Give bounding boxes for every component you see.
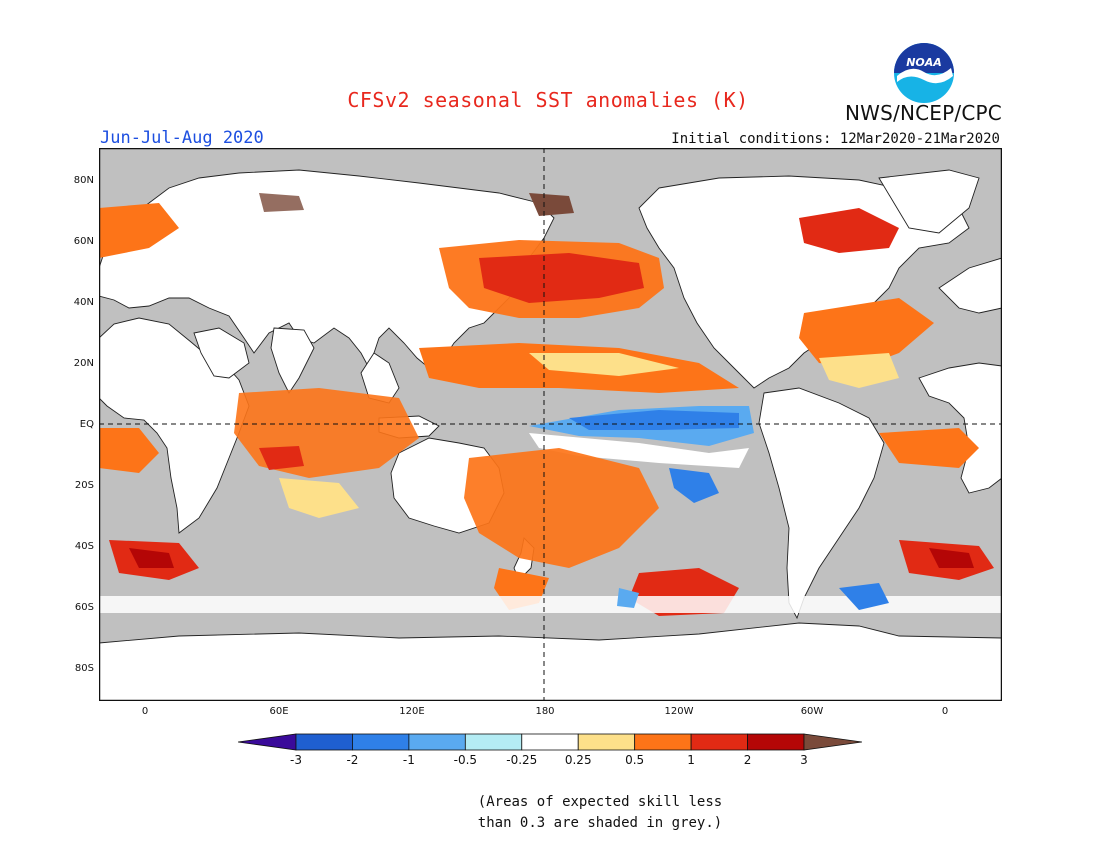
lat-label: 60S xyxy=(74,602,94,613)
lon-label: 0 xyxy=(141,706,149,717)
lat-label: 80S xyxy=(74,663,94,674)
lat-label: 80N xyxy=(73,175,94,186)
lon-label: 120E xyxy=(399,706,425,717)
colorbar-box xyxy=(521,733,579,751)
colorbar-tick-label: 3 xyxy=(800,753,808,767)
colorbar-box xyxy=(408,733,466,751)
colorbar-tick-label: -3 xyxy=(290,753,302,767)
skill-note-line: (Areas of expected skill less xyxy=(477,794,723,810)
colorbar-extend-low xyxy=(238,733,297,751)
colorbar-box xyxy=(690,733,748,751)
colorbar-tick-label: 2 xyxy=(743,753,752,767)
colorbar-box xyxy=(464,733,523,751)
lat-label: 40N xyxy=(73,297,94,308)
forecast-period: Jun-Jul-Aug 2020 xyxy=(100,128,264,148)
colorbar-tick-label: -2 xyxy=(346,753,359,767)
skill-note-line: than 0.3 are shaded in grey.) xyxy=(477,815,723,831)
africa-land-east xyxy=(918,362,1002,494)
colorbar-tick-label: -0.5 xyxy=(453,753,478,767)
colorbar-extend-high xyxy=(803,733,862,751)
lon-label: 180 xyxy=(535,706,555,717)
lat-label: 20N xyxy=(73,358,94,369)
colorbar-box xyxy=(634,733,692,751)
colorbar xyxy=(238,733,862,751)
logo-text: NOAA xyxy=(906,56,942,69)
organization-label: NWS/NCEP/CPC xyxy=(845,101,1002,125)
colorbar-box xyxy=(747,733,805,751)
colorbar-box xyxy=(577,733,636,751)
lon-label: 60W xyxy=(800,706,824,717)
sst-anomaly-map xyxy=(99,148,1002,701)
colorbar-tick-label: -0.25 xyxy=(506,753,538,767)
map-frame xyxy=(99,148,1002,701)
initial-conditions: Initial conditions: 12Mar2020-21Mar2020 xyxy=(671,131,1000,147)
colorbar-box xyxy=(352,733,410,751)
arabia-land xyxy=(193,327,250,379)
lat-label: EQ xyxy=(79,419,94,430)
anomaly-shading xyxy=(99,193,1002,616)
greenland-land xyxy=(878,169,980,234)
colorbar-tick-label: 0.25 xyxy=(564,753,592,767)
india-land xyxy=(270,327,315,394)
colorbar-box xyxy=(295,733,353,751)
lon-label: 0 xyxy=(941,706,949,717)
lat-label: 20S xyxy=(74,480,94,491)
lon-label: 60E xyxy=(269,706,289,717)
europe-land-east xyxy=(938,257,1002,314)
lat-label: 60N xyxy=(73,236,94,247)
antarctica-land xyxy=(99,622,1002,701)
noaa-logo: NOAA xyxy=(894,43,954,103)
colorbar-tick-label: -1 xyxy=(402,753,415,767)
lat-label: 40S xyxy=(74,541,94,552)
colorbar-tick-label: 0.5 xyxy=(625,753,645,767)
colorbar-tick-label: 1 xyxy=(687,753,695,767)
lon-label: 120W xyxy=(664,706,694,717)
south-america-land xyxy=(758,387,885,620)
map-title: CFSv2 seasonal SST anomalies (K) xyxy=(347,88,749,112)
skill-note: (Areas of expected skill less than 0.3 a… xyxy=(470,792,730,834)
